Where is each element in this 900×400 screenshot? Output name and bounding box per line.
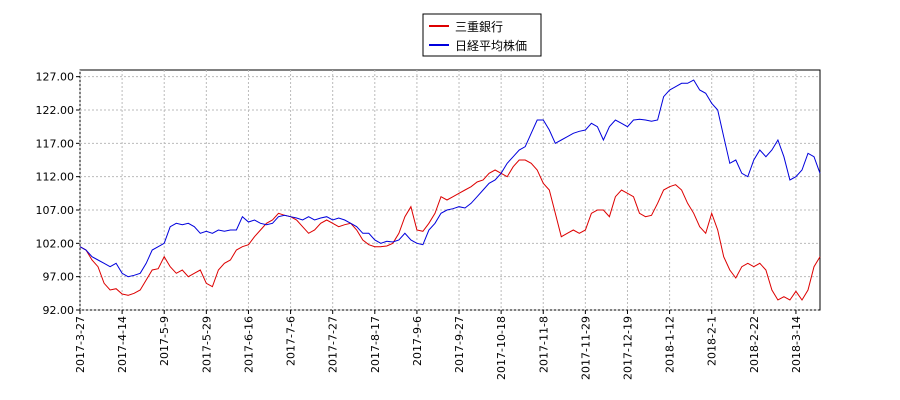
y-tick-label: 107.00	[36, 204, 75, 217]
x-tick-label: 2017-4-14	[116, 316, 129, 373]
x-tick-label: 2017-8-17	[369, 316, 382, 373]
x-tick-label: 2017-10-18	[495, 316, 508, 380]
x-tick-label: 2017-3-27	[74, 316, 87, 373]
x-tick-label: 2018-2-1	[706, 316, 719, 366]
x-tick-label: 2017-5-29	[200, 316, 213, 373]
x-tick-label: 2017-7-6	[285, 316, 298, 366]
legend-label: 日経平均株価	[455, 38, 527, 53]
x-tick-label: 2017-9-27	[453, 316, 466, 373]
plot-area	[79, 69, 821, 311]
y-tick-label: 97.00	[43, 271, 75, 284]
y-tick-label: 127.00	[36, 71, 75, 84]
x-tick-label: 2017-12-19	[621, 316, 634, 380]
series-line	[79, 79, 821, 278]
legend-label: 三重銀行	[455, 20, 503, 34]
x-tick-label: 2018-3-14	[790, 316, 803, 373]
x-tick-label: 2017-11-29	[579, 316, 592, 380]
legend-box	[422, 13, 542, 57]
y-tick-label: 92.00	[43, 304, 75, 317]
y-tick-label: 102.00	[36, 237, 75, 250]
y-tick-label: 117.00	[36, 137, 75, 150]
series-line	[79, 159, 821, 301]
x-tick-label: 2017-6-16	[242, 316, 255, 373]
x-tick-label: 2017-9-6	[411, 316, 424, 366]
y-tick-label: 112.00	[36, 171, 75, 184]
x-tick-label: 2017-7-27	[327, 316, 340, 373]
x-tick-label: 2017-5-9	[158, 316, 171, 366]
x-tick-label: 2018-2-22	[748, 316, 761, 373]
y-tick-label: 122.00	[36, 104, 75, 117]
x-tick-label: 2017-11-8	[537, 316, 550, 373]
x-tick-label: 2018-1-12	[664, 316, 677, 373]
